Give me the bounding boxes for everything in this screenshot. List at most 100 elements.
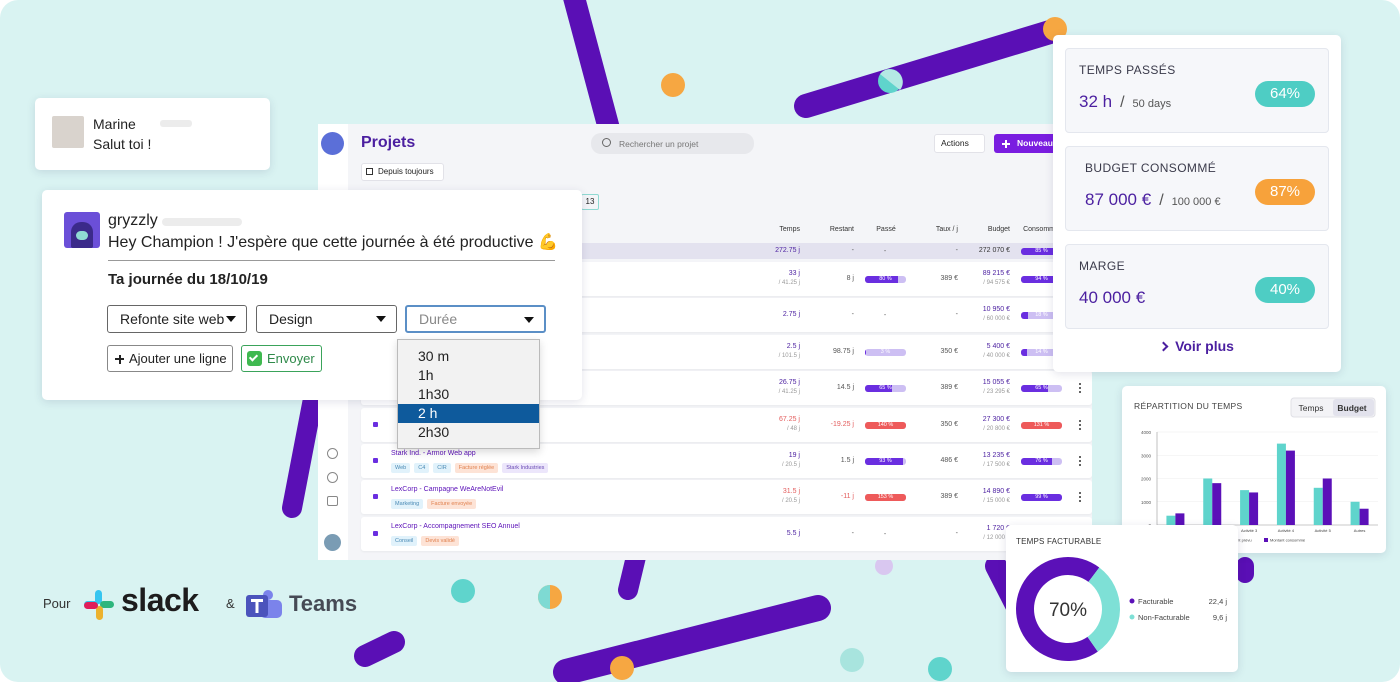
bot-message: Hey Champion ! J'espère que cette journé… — [108, 234, 558, 251]
budget-total: / 12 000 € — [983, 534, 1010, 541]
project-row[interactable] — [361, 516, 1092, 551]
search-box[interactable]: Rechercher un projet — [591, 133, 754, 154]
check-mark — [248, 352, 259, 362]
time-remaining: 8 j — [846, 275, 854, 282]
stat-value-line: 32 h / 50 days — [1079, 92, 1171, 112]
row-menu[interactable] — [1078, 456, 1082, 467]
progress-track: 93 % — [865, 458, 906, 465]
donut-center-label: 70% — [1049, 600, 1087, 621]
time-chart-card: RÉPARTITION DU TEMPSTempsBudget010002000… — [1122, 386, 1386, 553]
time-remaining: 14.5 j — [836, 384, 854, 392]
actions-button[interactable]: Actions — [934, 134, 985, 153]
stat-badge: 40% — [1255, 277, 1315, 303]
slack-wordmark: slack — [121, 582, 199, 618]
footer-prefix: Pour — [43, 596, 71, 611]
x-tick-label: Autres — [1354, 528, 1366, 533]
menu-dot — [1079, 423, 1081, 426]
duration-option[interactable]: 30 m — [418, 348, 450, 364]
tag: Facture envoyée — [427, 499, 477, 510]
column-header: Restant — [829, 226, 854, 233]
menu-dot — [1079, 427, 1081, 430]
stat-value: 40 000 € — [1079, 288, 1146, 307]
row-menu[interactable] — [1078, 383, 1082, 394]
plus-icon — [1005, 139, 1007, 148]
see-more-label: Voir plus — [1175, 338, 1234, 354]
stat-box: BUDGET CONSOMMÉ 87 000 € / 100 000 € 87% — [1065, 146, 1329, 231]
time-spent: 31.5 j — [782, 488, 800, 496]
period-filter[interactable]: Depuis toujours — [361, 163, 444, 181]
project-select[interactable]: Refonte site web — [107, 305, 247, 333]
column-header: Temps — [779, 226, 800, 233]
stat-box: MARGE 40 000 € 40% — [1065, 244, 1329, 329]
search-icon — [602, 138, 611, 147]
tag-list: Web C4 CIR Facture réglée Stark Industries — [391, 463, 549, 473]
tag: CIR — [433, 463, 451, 473]
user-avatar[interactable] — [324, 534, 341, 551]
legend-label: Facturable — [1138, 597, 1173, 606]
legend-value: 9,6 j — [1213, 613, 1228, 622]
column-header: Passé — [876, 226, 896, 233]
duration-option[interactable]: 2 h — [398, 404, 539, 423]
bar — [1175, 513, 1185, 525]
progress-track: 131 % — [1021, 421, 1062, 429]
add-line-button[interactable]: Ajouter une ligne — [107, 345, 233, 372]
progress-track: 99 % — [1021, 494, 1062, 502]
bar — [1240, 490, 1250, 525]
teams-logo — [246, 590, 282, 618]
x-tick-label: Activité 4 — [1278, 528, 1295, 533]
daily-rate: - — [955, 247, 958, 254]
toggle-option[interactable]: Budget — [1337, 403, 1366, 413]
row-menu[interactable] — [1078, 492, 1082, 503]
progress-label: 131 % — [1033, 421, 1050, 428]
stat-value: 87 000 € — [1085, 190, 1152, 209]
time-remaining: - — [851, 311, 854, 319]
progress-label: 18 % — [1035, 312, 1048, 319]
progress-bar — [1021, 348, 1027, 356]
budget-spent: 14 890 € — [982, 488, 1010, 496]
daily-rate: 350 € — [940, 347, 958, 355]
bar — [1203, 478, 1213, 525]
placeholder-bar — [162, 218, 242, 226]
stat-total: 100 000 € — [1171, 196, 1221, 208]
help-icon[interactable] — [327, 472, 338, 483]
duration-option[interactable]: 1h — [418, 367, 434, 383]
tag: Web — [391, 463, 411, 473]
progress-track: 85 % — [1021, 248, 1062, 255]
billable-card: TEMPS FACTURABLE Facturable 22,4 j Non-Fact… — [1006, 525, 1238, 672]
day-heading: Ta journée du 18/10/19 — [108, 271, 268, 288]
menu-dot — [1079, 456, 1081, 458]
time-remaining: -11 j — [840, 493, 854, 501]
bar — [1212, 483, 1222, 525]
settings-icon[interactable] — [327, 448, 338, 459]
donut-chart: TEMPS FACTURABLE Facturable 22,4 j Non-Fact… — [1016, 537, 1228, 661]
progress-label: 93 % — [879, 458, 892, 464]
check-icon — [247, 351, 262, 366]
y-tick-label: 4000 — [1141, 430, 1152, 435]
legend-dot — [1129, 598, 1135, 604]
row-bullet — [373, 530, 378, 536]
search-placeholder: Rechercher un projet — [619, 139, 699, 149]
cell-empty: - — [883, 312, 887, 320]
daily-rate: - — [955, 529, 958, 537]
duration-select[interactable]: Durée — [405, 305, 546, 333]
project-row[interactable] — [361, 480, 1092, 515]
bar — [1166, 515, 1176, 525]
bot-card: gryzzly Hey Champion ! J'espère que cett… — [42, 190, 582, 400]
logout-icon[interactable] — [327, 496, 338, 506]
see-more-link[interactable]: Voir plus — [1053, 338, 1341, 354]
duration-option[interactable]: 1h30 — [418, 386, 450, 402]
stat-separator: / — [1120, 94, 1125, 111]
time-spent: 2.75 j — [782, 311, 800, 319]
budget-spent: 5 400 € — [986, 342, 1010, 350]
budget-spent: 272 070 € — [978, 247, 1010, 254]
toggle-option[interactable]: Temps — [1298, 403, 1323, 413]
duration-dropdown: 30 m 1h 1h30 2 h 2h30 — [397, 339, 540, 449]
stat-value: 32 h — [1079, 92, 1113, 111]
legend-swatch — [1264, 538, 1268, 542]
task-select[interactable]: Design — [256, 305, 397, 333]
budget-total: / 60 000 € — [983, 316, 1010, 323]
row-bullet — [373, 421, 378, 427]
row-menu[interactable] — [1078, 419, 1082, 431]
duration-option[interactable]: 2h30 — [418, 424, 450, 440]
